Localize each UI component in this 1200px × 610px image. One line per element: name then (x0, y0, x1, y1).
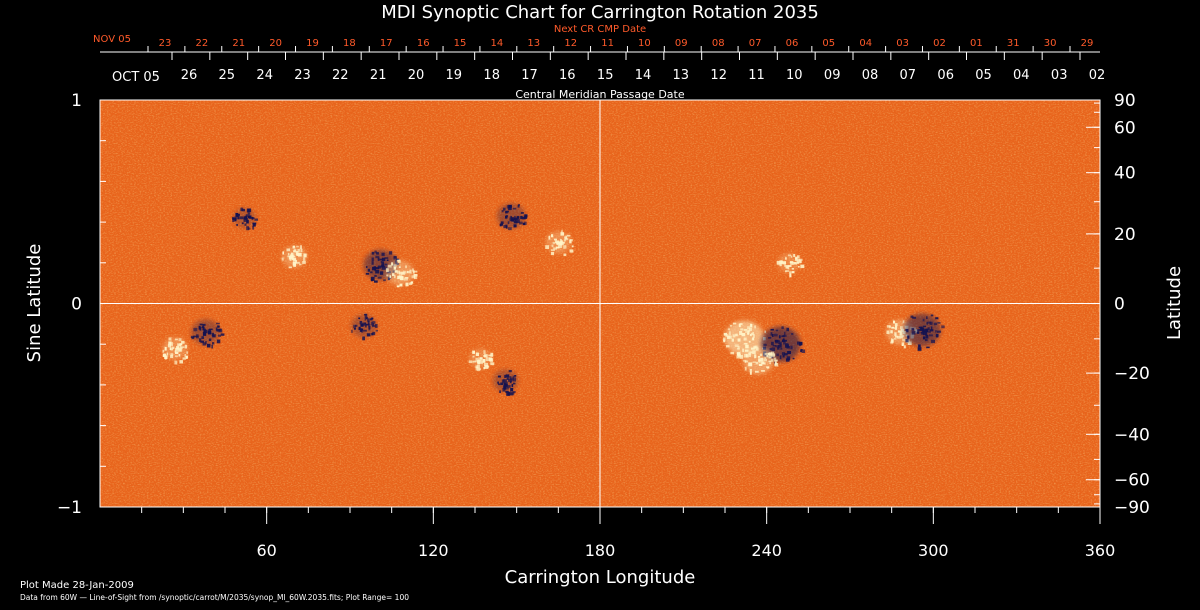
cmp-axis-label: Central Meridian Passage Date (515, 88, 684, 101)
cmp-date-label: 20 (408, 68, 425, 83)
active-region-positive (385, 259, 418, 288)
cmp-date-label: 11 (748, 68, 765, 83)
x-tick-label: 360 (1085, 541, 1116, 560)
active-region-positive (742, 346, 779, 375)
next-cr-date-label: 03 (896, 38, 909, 49)
x-tick-label: 240 (751, 541, 782, 560)
next-cr-date-label: 12 (564, 38, 577, 49)
cmp-date-label: 24 (256, 68, 273, 83)
cmp-date-label: 02 (1089, 68, 1106, 83)
y-right-tick-label: −60 (1114, 471, 1150, 491)
next-cr-date-label: 08 (712, 38, 725, 49)
cmp-date-label: 17 (521, 68, 538, 83)
next-cr-date-label: 14 (491, 38, 504, 49)
next-cr-date-label: 07 (749, 38, 762, 49)
y-right-tick-label: 0 (1114, 295, 1125, 315)
cmp-date-label: 23 (294, 68, 311, 83)
cmp-date-label: 04 (1013, 68, 1030, 83)
next-cr-date-label: 22 (196, 38, 209, 49)
cmp-date-label: 15 (597, 68, 614, 83)
cmp-date-label: 21 (370, 68, 387, 83)
next-cr-date-label: 23 (159, 38, 172, 49)
cmp-date-label: 12 (710, 68, 727, 83)
next-cr-date-label: 10 (638, 38, 651, 49)
x-tick-label: 60 (256, 541, 276, 560)
next-cr-date-label: 30 (1044, 38, 1057, 49)
active-region-negative (351, 313, 378, 341)
active-region-positive (545, 230, 574, 257)
cmp-date-label: 09 (824, 68, 841, 83)
y-right-tick-label: 20 (1114, 225, 1136, 245)
x-tick-label: 300 (918, 541, 949, 560)
next-cr-date-label: 18 (343, 38, 356, 49)
next-cr-date-label: 31 (1007, 38, 1020, 49)
active-region-positive (162, 337, 189, 365)
cmp-date-label: 22 (332, 68, 349, 83)
next-cr-date-label: 13 (527, 38, 540, 49)
next-cr-date-label: 01 (970, 38, 983, 49)
y-right-tick-label: 60 (1114, 118, 1136, 138)
cmp-date-label: 14 (635, 68, 652, 83)
x-tick-label: 180 (585, 541, 616, 560)
x-axis-label: Carrington Longitude (505, 567, 696, 588)
next-cr-date-label: 15 (454, 38, 467, 49)
active-region-positive (468, 348, 495, 372)
cmp-date-label: 10 (786, 68, 803, 83)
active-region-positive (281, 245, 308, 269)
next-cr-date-label: 20 (269, 38, 282, 49)
y-left-tick-label: 1 (71, 91, 82, 111)
next-cr-date-label: 11 (601, 38, 614, 49)
cmp-date-label: 18 (483, 68, 500, 83)
cmp-date-label: 26 (181, 68, 198, 83)
active-region-negative (232, 207, 258, 231)
active-region-negative (903, 313, 945, 352)
y-axis-label-right: Latitude (1164, 266, 1185, 340)
cmp-date-label: 05 (975, 68, 992, 83)
next-cr-date-label: 21 (232, 38, 245, 49)
active-region-negative (497, 203, 528, 231)
x-tick-label: 120 (418, 541, 449, 560)
cmp-date-label: 03 (1051, 68, 1068, 83)
axis-ticks: 60 120 180 240 300 360 −1 0 1 90 60 40 20 0 −20 −40 −60 −… (57, 91, 1150, 560)
next-cr-date-label: 09 (675, 38, 688, 49)
next-cr-axis-label: Next CR CMP Date (554, 24, 646, 35)
cmp-date-label: 08 (862, 68, 879, 83)
active-region-negative (190, 319, 225, 349)
next-cr-date-label: 17 (380, 38, 393, 49)
y-right-tick-label: 40 (1114, 164, 1136, 184)
next-cr-date-label: 04 (859, 38, 872, 49)
cmp-date-label: 07 (900, 68, 917, 83)
next-cr-date-label: 16 (417, 38, 430, 49)
next-cr-date-label: 29 (1081, 38, 1094, 49)
active-region-positive (776, 252, 805, 278)
plot-area (99, 99, 1101, 524)
active-region-negative (492, 369, 519, 396)
y-right-tick-label: 90 (1114, 91, 1136, 111)
top-date-axes: Next CR CMP Date NOV 05 OCT 05 Central M… (93, 24, 1105, 101)
cmp-date-label: 13 (673, 68, 690, 83)
y-right-tick-label: −90 (1114, 498, 1150, 518)
y-left-tick-label: −1 (57, 498, 82, 518)
next-cr-month-label: NOV 05 (93, 34, 131, 45)
y-right-tick-label: −40 (1114, 425, 1150, 445)
data-source-note: Data from 60W — Line-of-Sight from /syno… (20, 593, 409, 602)
cmp-date-label: 06 (937, 68, 954, 83)
y-left-tick-label: 0 (71, 295, 82, 315)
next-cr-date-label: 02 (933, 38, 946, 49)
chart-title: MDI Synoptic Chart for Carrington Rotati… (381, 2, 819, 23)
cmp-date-label: 16 (559, 68, 576, 83)
y-axis-label-left: Sine Latitude (24, 244, 45, 363)
cmp-date-label: 19 (446, 68, 463, 83)
next-cr-date-label: 19 (306, 38, 319, 49)
next-cr-date-label: 05 (822, 38, 835, 49)
next-cr-date-label: 06 (786, 38, 799, 49)
cmp-month-label: OCT 05 (112, 70, 160, 85)
plot-made-note: Plot Made 28-Jan-2009 (20, 580, 134, 591)
cmp-date-label: 25 (219, 68, 236, 83)
y-right-tick-label: −20 (1114, 364, 1150, 384)
